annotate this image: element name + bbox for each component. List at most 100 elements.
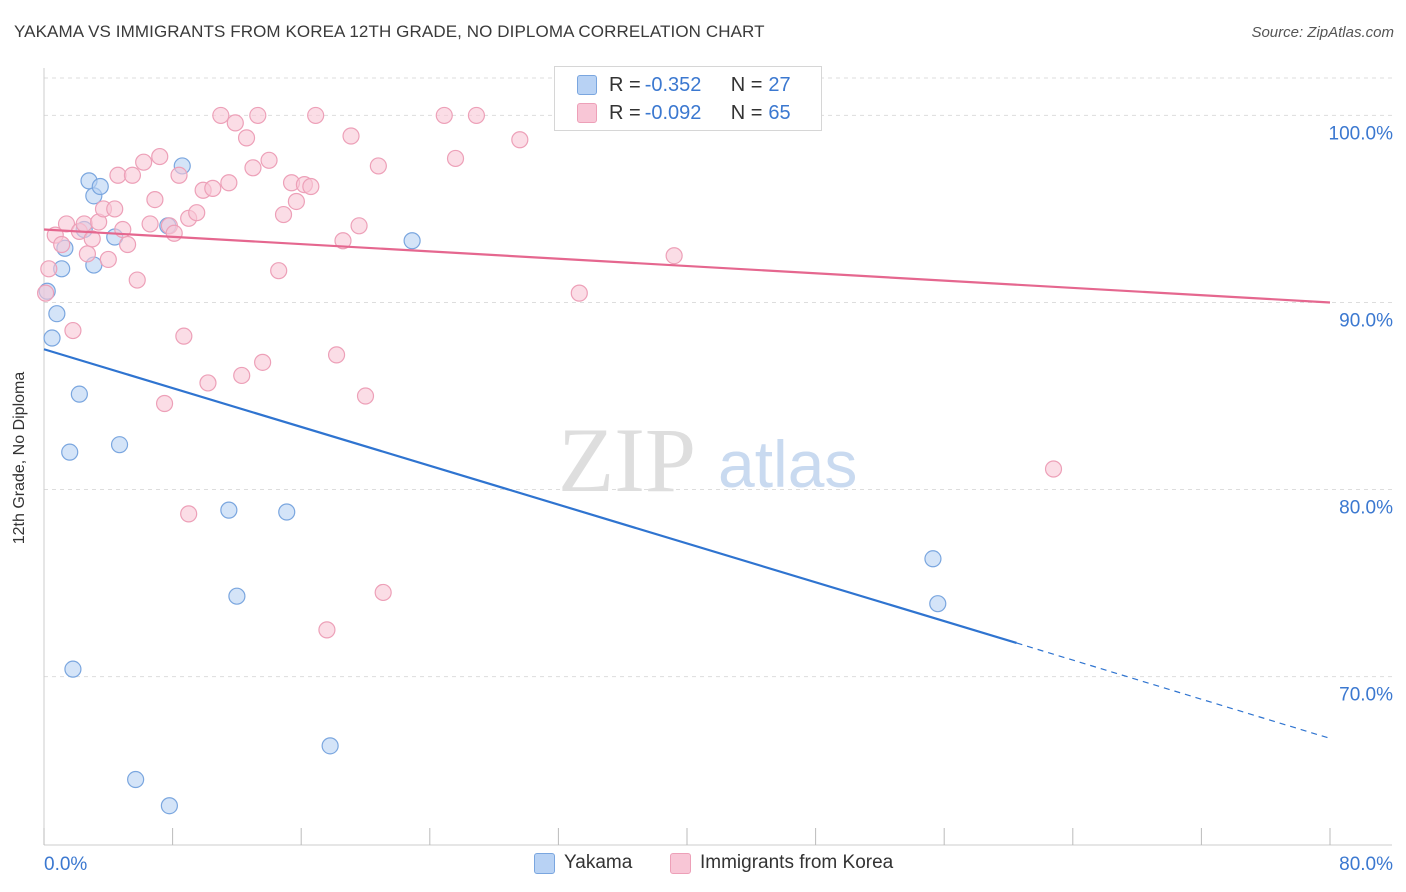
korea-point [249,106,267,125]
x-tick-label: 80.0% [1339,854,1393,875]
yakama-point [403,232,421,250]
korea-point [302,177,320,196]
yakama-point [220,501,238,519]
trend-layer [43,228,1331,739]
yakama-point [48,305,66,323]
korea-point [175,327,193,345]
y-tick-label: 80.0% [1339,498,1393,519]
yakama-trend-line [43,348,1017,645]
korea-trend-line [43,228,1331,304]
korea-point [146,190,164,209]
korea-point [37,284,55,302]
korea-point [40,260,58,278]
legend-swatch-yakama [534,852,555,874]
korea-point [83,230,101,248]
yakama-point [64,660,82,678]
legend-item-korea: Immigrants from Korea [670,852,893,874]
korea-point [188,204,206,222]
korea-point [53,235,71,254]
x-tick-label: 0.0% [44,854,87,875]
legend-r-value: -0.092 [644,101,702,124]
korea-point [274,205,293,224]
legend-label-yakama: Yakama [564,852,633,873]
korea-point [170,166,188,184]
korea-point [665,247,683,265]
watermark: ZIP atlas [558,409,857,511]
korea-point [342,127,360,145]
yakama-point [321,737,339,755]
korea-point [287,192,305,211]
korea-point [254,353,272,371]
korea-point [237,129,256,147]
korea-point [226,114,244,132]
korea-point [1044,460,1063,478]
korea-point [204,179,222,197]
korea-point [141,215,159,233]
legend-row-yakama: R = -0.352 N = 27 [577,73,791,97]
series-legend: Yakama Immigrants from Korea [0,852,1406,878]
y-tick-label: 100.0% [1329,123,1394,144]
korea-point [467,106,486,125]
yakama-point [43,329,61,347]
legend-label-korea: Immigrants from Korea [700,852,894,873]
korea-point [374,583,392,602]
yakama-point [278,503,296,521]
axis-layer [43,68,1392,846]
legend-n-value: 27 [768,73,791,96]
legend-swatch-korea [670,852,691,874]
source-label: Source: ZipAtlas.com [1251,24,1394,41]
korea-point [435,106,453,125]
chart-title: YAKAMA VS IMMIGRANTS FROM KOREA 12TH GRA… [14,22,765,41]
yakama-point [924,550,942,568]
korea-point [180,505,198,523]
legend-row-korea: R = -0.092 N = 65 [577,101,791,125]
korea-point [511,131,529,149]
legend-r-label: R = [609,101,641,124]
legend-n-value: 65 [768,101,791,124]
y-tick-label: 90.0% [1339,310,1393,331]
korea-point [109,166,127,184]
korea-point [57,215,76,233]
korea-point [199,374,217,392]
yakama-point [127,770,145,789]
korea-point [75,215,93,233]
yakama-point [929,595,947,613]
korea-point [356,387,375,405]
korea-point [260,151,278,169]
korea-point [327,346,346,364]
yakama-point [61,443,79,461]
korea-point [106,200,124,218]
legend-swatch-yakama [577,75,597,95]
korea-point [135,153,153,171]
korea-point [212,106,230,125]
legend-n-label: N = [730,73,763,96]
korea-point [165,224,183,242]
yakama-point [70,385,88,403]
tick-label-layer: 70.0% 80.0% 90.0% 100.0% 0.0% 80.0% [44,123,1393,875]
korea-point [318,621,336,639]
korea-point [570,284,588,302]
korea-point [78,245,97,263]
yakama-point [110,436,129,454]
yakama-point [228,587,246,605]
watermark-atlas: atlas [718,427,857,501]
korea-point [244,159,262,177]
yakama-point [91,177,109,196]
korea-point [446,149,465,168]
korea-point [369,157,387,175]
yakama-point [160,797,178,815]
korea-point [118,235,137,254]
korea-point [334,232,352,250]
watermark-zip: ZIP [558,409,696,511]
korea-point [151,147,169,166]
korea-point [128,271,146,289]
yakama-trend-extension [1016,642,1331,739]
korea-point [233,366,251,385]
korea-point [350,217,368,235]
korea-point [220,174,238,192]
korea-point [155,394,174,413]
correlation-legend: R = -0.352 N = 27 R = -0.092 N = 65 [554,66,822,131]
legend-item-yakama: Yakama [534,852,632,874]
points-layer [37,106,1063,815]
